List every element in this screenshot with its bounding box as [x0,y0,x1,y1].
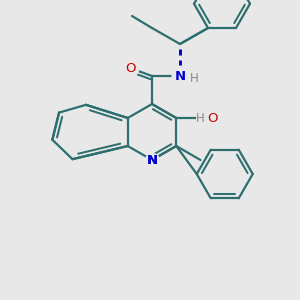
Text: O: O [125,61,135,74]
Text: N: N [146,154,158,166]
Text: H: H [190,73,199,85]
Text: N: N [146,154,158,166]
Text: N: N [174,70,186,83]
Text: O: O [207,112,218,124]
Text: H: H [196,112,204,124]
